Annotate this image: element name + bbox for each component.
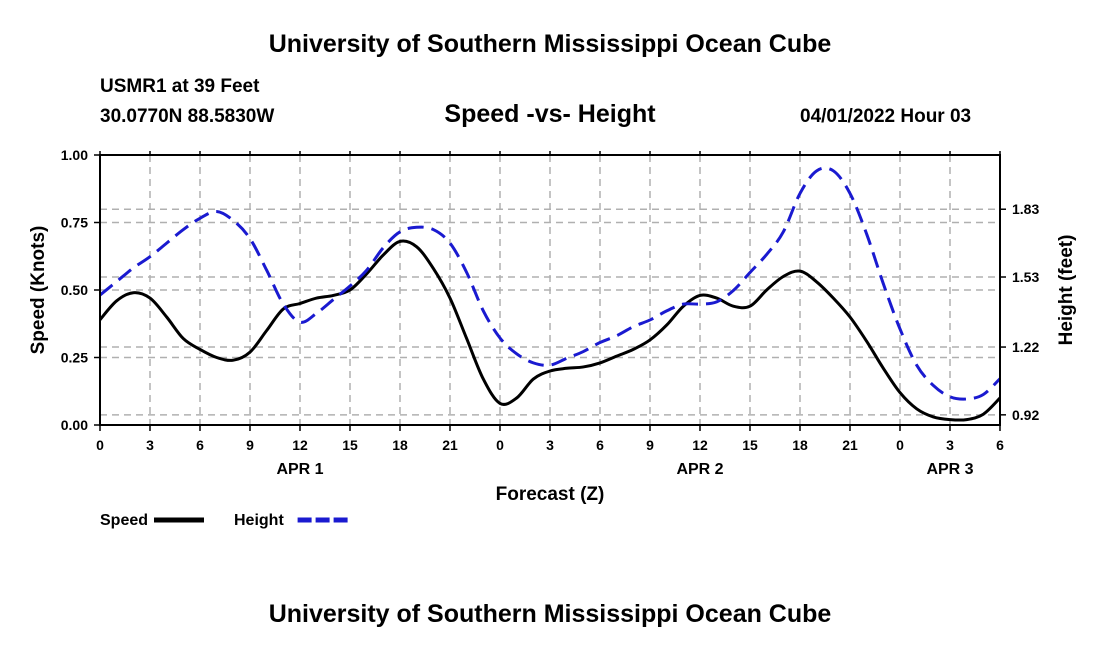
station-coordinates: 30.0770N 88.5830W xyxy=(100,106,275,127)
x-tick-label: 15 xyxy=(742,437,758,453)
y-tick-label: 0.00 xyxy=(61,417,88,433)
y-tick-label: 0.75 xyxy=(61,215,88,231)
y2-tick-label: 1.22 xyxy=(1012,339,1039,355)
x-tick-label: 9 xyxy=(246,437,254,453)
grid-layer xyxy=(100,155,1000,425)
axis-layer: 0 3 6 9 12 15 18 21 0 3 6 9 12 15 18 21 0 3 6 APR 1 APR 2 APR… xyxy=(61,147,1040,478)
day-label: APR 3 xyxy=(926,461,973,478)
x-tick-label: 0 xyxy=(96,437,104,453)
x-tick-label: 0 xyxy=(896,437,904,453)
x-tick-label: 3 xyxy=(946,437,954,453)
chart-title-top: University of Southern Mississippi Ocean… xyxy=(268,30,832,58)
x-tick-label: 15 xyxy=(342,437,358,453)
station-label: USMR1 at 39 Feet xyxy=(100,76,260,97)
series-line-speed xyxy=(100,239,1000,422)
x-tick-label: 18 xyxy=(792,437,808,453)
x-tick-label: 9 xyxy=(646,437,654,453)
x-tick-label: 18 xyxy=(392,437,408,453)
x-tick-label: 21 xyxy=(442,437,458,453)
x-tick-label: 21 xyxy=(842,437,858,453)
x-tick-label: 0 xyxy=(496,437,504,453)
y2-axis-title: Height (feet) xyxy=(1056,235,1077,346)
chart-title-bottom: University of Southern Mississippi Ocean… xyxy=(268,600,832,628)
x-tick-label: 6 xyxy=(996,437,1004,453)
y2-tick-label: 1.83 xyxy=(1012,201,1039,217)
y-tick-label: 0.25 xyxy=(61,350,88,366)
y-axis-title: Speed (Knots) xyxy=(28,226,49,355)
series-layer xyxy=(100,166,1000,422)
y-tick-label: 0.50 xyxy=(61,282,88,298)
x-axis-title: Forecast (Z) xyxy=(496,484,605,505)
legend: Speed Height xyxy=(100,512,348,529)
x-tick-label: 6 xyxy=(596,437,604,453)
day-label: APR 1 xyxy=(276,461,323,478)
y2-tick-label: 1.53 xyxy=(1012,269,1039,285)
x-tick-label: 12 xyxy=(292,437,308,453)
series-line-height xyxy=(100,166,1000,401)
x-tick-label: 12 xyxy=(692,437,708,453)
x-tick-label: 6 xyxy=(196,437,204,453)
y2-tick-label: 0.92 xyxy=(1012,407,1039,423)
chart-subtitle: Speed -vs- Height xyxy=(444,100,656,128)
x-tick-label: 3 xyxy=(146,437,154,453)
forecast-datetime: 04/01/2022 Hour 03 xyxy=(800,106,972,127)
day-label: APR 2 xyxy=(676,461,723,478)
x-tick-label: 3 xyxy=(546,437,554,453)
y-tick-label: 1.00 xyxy=(61,147,88,163)
legend-label-speed: Speed xyxy=(100,512,148,529)
legend-label-height: Height xyxy=(234,512,284,529)
